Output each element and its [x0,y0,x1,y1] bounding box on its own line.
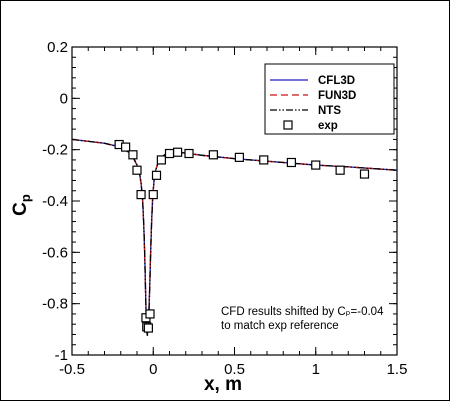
exp-point [311,160,321,170]
x-tick-label: 1.5 [387,361,408,378]
exp-point [208,150,218,160]
legend: CFL3D FUN3D NTS exp [264,63,395,135]
exp-point [148,189,158,200]
y-tick-label: -0.6 [42,244,68,261]
exp-point [156,155,166,165]
x-tick-label: -0.5 [59,361,85,378]
annotation-line-2: to match exp reference [221,320,339,332]
annotation-line-1: CFD results shifted by Cₚ=-0.04 [221,306,384,318]
y-axis-label-sub: p [18,194,33,202]
exp-point [259,155,269,165]
exp-point [164,148,175,159]
legend-label-exp: exp [318,120,338,132]
exp-point [184,148,194,159]
exp-point [145,309,155,319]
exp-point [335,165,345,175]
exp-point [151,170,162,180]
exp-point [234,152,244,162]
svg-text:Cp: Cp [10,194,33,216]
exp-point [143,323,153,333]
y-tick-label: -0.2 [42,142,68,159]
exp-point [132,165,142,175]
x-tick-label: 0.5 [224,361,245,378]
legend-swatch-exp [283,120,293,130]
exp-point [128,150,138,160]
legend-label-cfl3d: CFL3D [318,75,355,87]
y-axis-label-main: C [10,202,31,216]
annotation: CFD results shifted by Cₚ=-0.04 to match… [221,306,384,332]
exp-markers [114,139,370,333]
y-tick-label: 0.2 [47,39,68,56]
x-tick-label: 0 [149,361,157,378]
legend-label-nts: NTS [318,105,341,117]
exp-point [359,169,370,179]
y-axis-label: Cp [10,194,33,216]
exp-point [121,142,131,152]
x-axis-label: x, m [204,374,242,395]
exp-point [173,147,183,157]
y-tick-label: 0 [60,90,68,107]
legend-label-fun3d: FUN3D [318,90,356,102]
x-tick-label: 1 [312,361,320,378]
exp-point [286,157,296,168]
exp-point [136,189,146,200]
series-line-fun3d [71,138,398,334]
y-tick-label: -1 [55,347,68,364]
y-tick-label: -0.8 [42,296,68,313]
axis-ticks: -0.5 0 0.5 1 1.5 0.2 0 -0.2 -0.4 -0.6 -0.8 -1 [42,39,407,378]
y-tick-label: -0.4 [42,193,68,210]
